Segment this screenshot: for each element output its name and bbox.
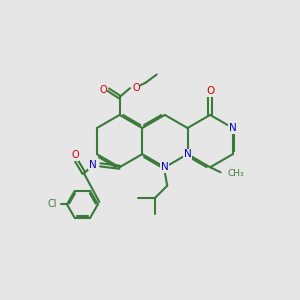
Text: O: O <box>99 85 107 95</box>
Text: Cl: Cl <box>47 200 56 209</box>
Text: N: N <box>184 149 191 159</box>
Text: O: O <box>71 150 79 161</box>
Text: N: N <box>229 123 237 133</box>
Text: CH₃: CH₃ <box>227 169 244 178</box>
Text: N: N <box>89 160 97 170</box>
Text: N: N <box>161 162 169 172</box>
Text: O: O <box>132 82 140 93</box>
Text: O: O <box>206 86 214 96</box>
